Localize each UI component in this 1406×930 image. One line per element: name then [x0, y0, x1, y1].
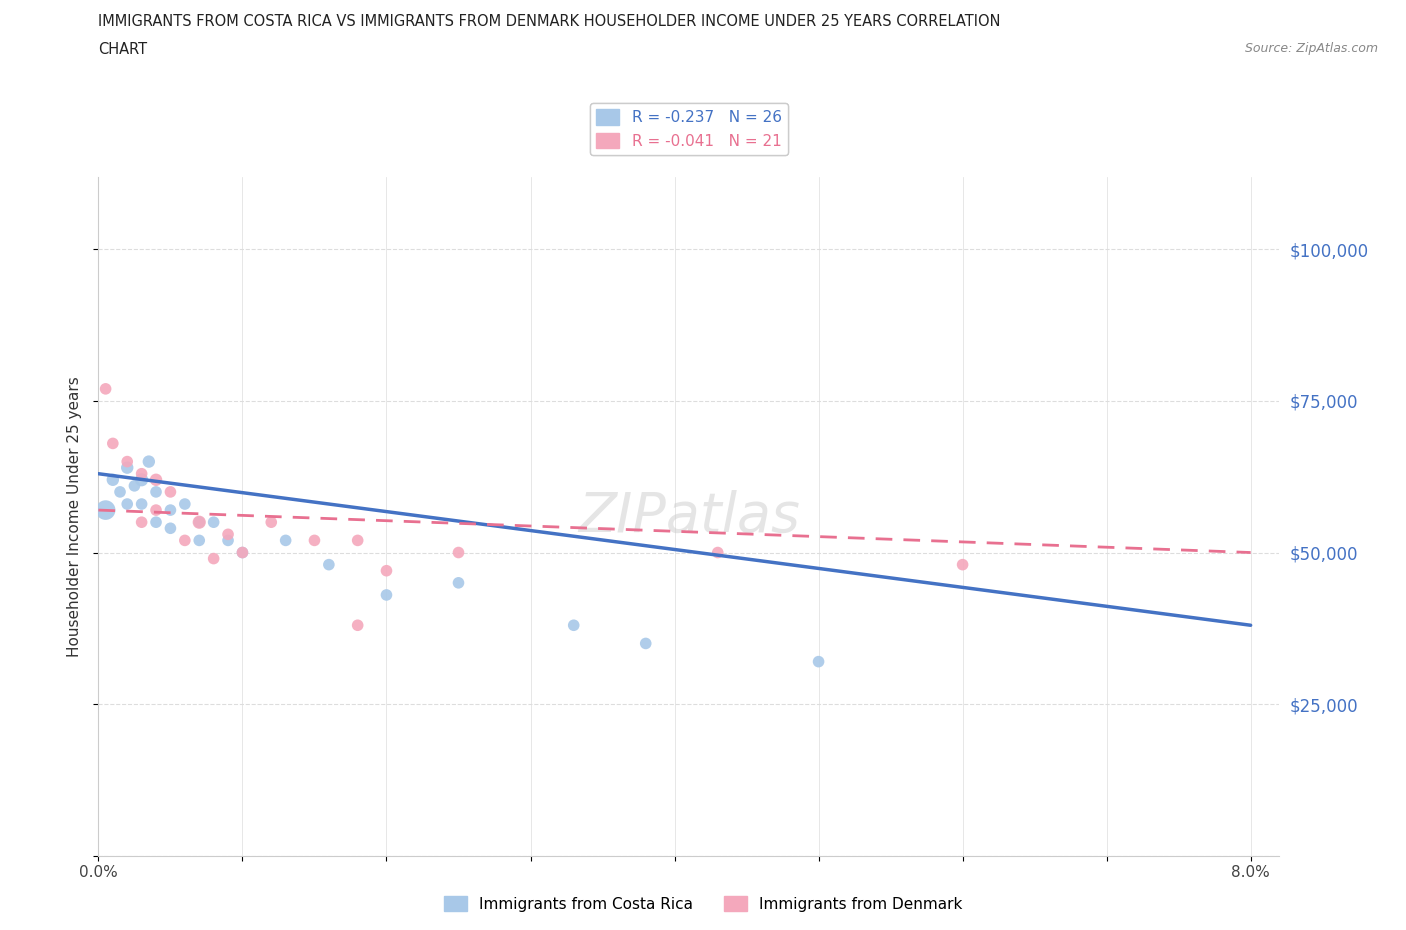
- Point: [217, 533, 239, 548]
- Point: [94, 502, 117, 517]
- Point: [202, 515, 225, 530]
- Point: [231, 545, 253, 560]
- Point: [188, 515, 211, 530]
- Point: [260, 515, 283, 530]
- Point: [807, 654, 830, 669]
- Point: [346, 618, 368, 632]
- Point: [447, 576, 470, 591]
- Point: [108, 485, 131, 499]
- Point: [131, 515, 153, 530]
- Point: [159, 521, 181, 536]
- Point: [634, 636, 657, 651]
- Point: [952, 557, 974, 572]
- Point: [101, 472, 124, 487]
- Point: [274, 533, 297, 548]
- Text: ZIPatlas: ZIPatlas: [578, 490, 800, 542]
- Point: [304, 533, 326, 548]
- Legend: R = -0.237   N = 26, R = -0.041   N = 21: R = -0.237 N = 26, R = -0.041 N = 21: [591, 103, 787, 154]
- Point: [217, 527, 239, 542]
- Text: CHART: CHART: [98, 42, 148, 57]
- Point: [131, 466, 153, 481]
- Point: [94, 381, 117, 396]
- Point: [145, 472, 167, 487]
- Point: [131, 472, 153, 487]
- Point: [124, 478, 146, 493]
- Point: [447, 545, 470, 560]
- Point: [202, 551, 225, 566]
- Point: [159, 502, 181, 517]
- Point: [138, 454, 160, 469]
- Point: [159, 485, 181, 499]
- Point: [318, 557, 340, 572]
- Point: [145, 485, 167, 499]
- Point: [375, 564, 398, 578]
- Point: [188, 533, 211, 548]
- Point: [562, 618, 585, 632]
- Point: [231, 545, 253, 560]
- Point: [145, 502, 167, 517]
- Point: [375, 588, 398, 603]
- Point: [346, 533, 368, 548]
- Point: [115, 460, 138, 475]
- Point: [706, 545, 728, 560]
- Point: [145, 515, 167, 530]
- Point: [101, 436, 124, 451]
- Legend: Immigrants from Costa Rica, Immigrants from Denmark: Immigrants from Costa Rica, Immigrants f…: [437, 889, 969, 918]
- Point: [115, 497, 138, 512]
- Point: [188, 515, 211, 530]
- Point: [173, 533, 195, 548]
- Point: [115, 454, 138, 469]
- Text: Source: ZipAtlas.com: Source: ZipAtlas.com: [1244, 42, 1378, 55]
- Y-axis label: Householder Income Under 25 years: Householder Income Under 25 years: [67, 376, 83, 657]
- Point: [173, 497, 195, 512]
- Point: [131, 497, 153, 512]
- Text: IMMIGRANTS FROM COSTA RICA VS IMMIGRANTS FROM DENMARK HOUSEHOLDER INCOME UNDER 2: IMMIGRANTS FROM COSTA RICA VS IMMIGRANTS…: [98, 14, 1001, 29]
